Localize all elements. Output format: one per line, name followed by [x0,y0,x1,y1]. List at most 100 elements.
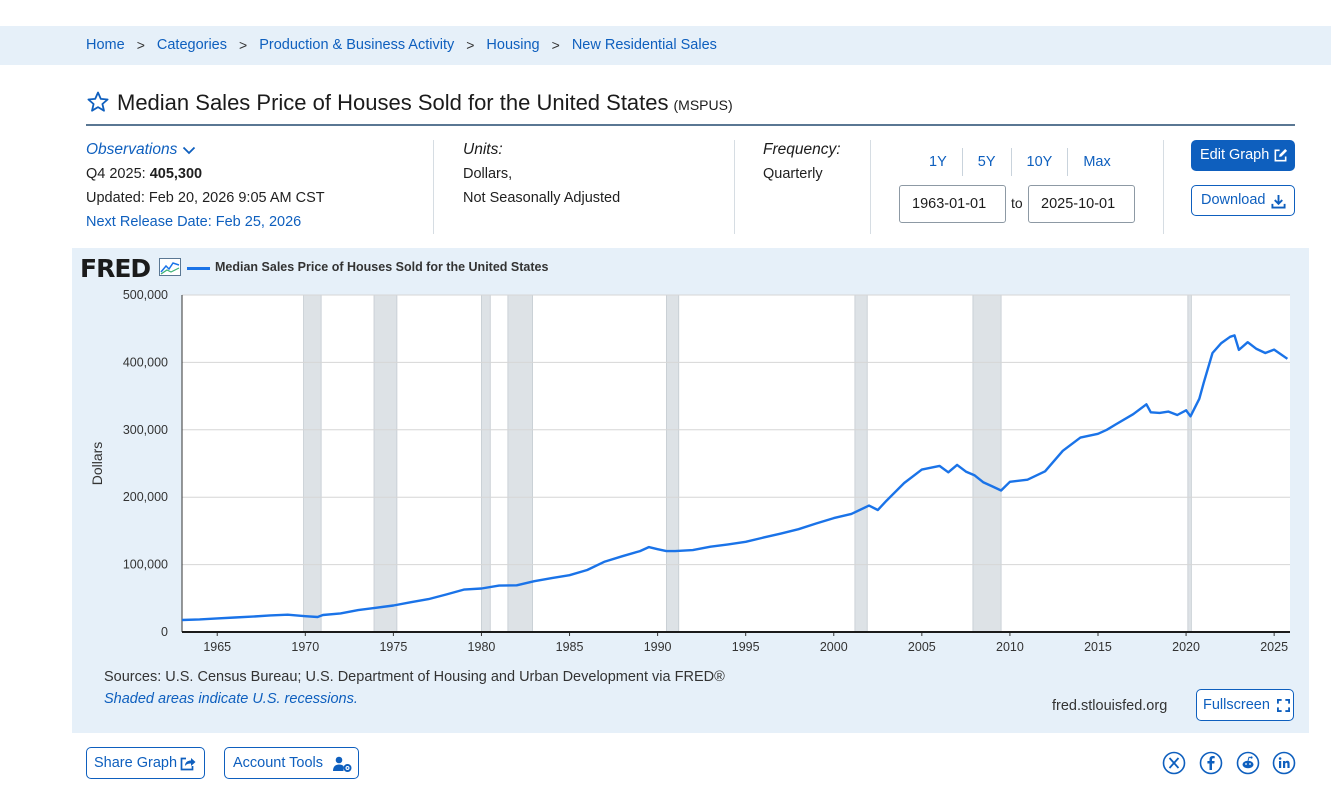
y-tick-label: 0 [161,625,168,639]
meta-divider [734,140,735,234]
units-line-1: Dollars, [463,166,513,182]
units-label: Units: [463,141,503,158]
x-tick-label: 1995 [732,640,760,654]
frequency-panel: Frequency: Quarterly [763,138,841,186]
series-id: (MSPUS) [673,97,733,113]
recession-band [1187,294,1192,633]
x-tick-label: 1990 [644,640,672,654]
download-label: Download [1201,192,1266,208]
x-tick-label: 1965 [203,640,231,654]
meta-divider [870,140,871,234]
share-graph-button[interactable]: Share Graph [86,747,205,779]
edit-graph-button[interactable]: Edit Graph [1191,140,1295,171]
reddit-icon[interactable] [1236,751,1260,775]
graph-panel: FRED Median Sales Price of Houses Sold f… [72,248,1309,733]
x-tick-label: 2000 [820,640,848,654]
legend-label: Median Sales Price of Houses Sold for th… [215,260,549,274]
chevron-down-icon [183,146,196,155]
facebook-icon[interactable] [1199,751,1223,775]
breadcrumb-new-residential-sales[interactable]: New Residential Sales [571,37,717,53]
recession-band [373,294,398,633]
y-tick-label: 300,000 [123,423,168,437]
breadcrumb-categories[interactable]: Categories [156,37,227,53]
range-max-button[interactable]: Max [1083,154,1111,170]
recession-note-link[interactable]: Shaded areas indicate U.S. recessions. [104,691,358,707]
page-title: Median Sales Price of Houses Sold for th… [117,90,669,115]
meta-divider [1163,140,1164,234]
breadcrumb-separator: > [551,37,560,53]
recession-band [972,294,1002,633]
fullscreen-button[interactable]: Fullscreen [1196,689,1294,721]
edit-graph-label: Edit Graph [1200,147,1270,163]
y-tick-label: 400,000 [123,355,168,369]
download-button[interactable]: Download [1191,185,1295,216]
x-tick-label: 2005 [908,640,936,654]
y-tick-label: 500,000 [123,288,168,302]
account-tools-button[interactable]: Account Tools [224,747,359,779]
x-tick-label: 1980 [468,640,496,654]
latest-observation: Q4 2025: 405,300 [86,162,325,186]
sources-text: Sources: U.S. Census Bureau; U.S. Depart… [104,669,725,685]
edit-icon [1274,148,1288,162]
start-date-input[interactable]: 1963-01-01 [899,185,1006,223]
breadcrumb-housing[interactable]: Housing [486,37,540,53]
share-icon [180,757,196,771]
recession-band [854,294,868,633]
download-icon [1271,194,1286,209]
next-release-link[interactable]: Next Release Date: Feb 25, 2026 [86,214,302,230]
observations-label: Observations [86,141,178,158]
meta-divider [433,140,434,234]
x-tick-label: 2025 [1260,640,1288,654]
x-tick-label: 1975 [379,640,407,654]
observation-period: Q4 2025: [86,166,146,182]
range-buttons: 1Y 5Y 10Y Max [914,148,1126,176]
breadcrumb-separator: > [239,37,248,53]
observations-panel: Observations Q4 2025: 405,300 Updated: F… [86,138,325,234]
observation-value: 405,300 [149,166,203,182]
series-line [181,334,1289,622]
fred-logo: FRED [80,254,151,283]
y-axis-title: Dollars [89,442,105,486]
frequency-value: Quarterly [763,166,823,182]
breadcrumb-separator: > [136,37,145,53]
title-row: Median Sales Price of Houses Sold for th… [86,86,733,116]
x-tick-label: 2020 [1172,640,1200,654]
line-chart[interactable]: 0 100,000 200,000 300,000 400,000 500,000 1965… [72,248,1309,658]
breadcrumb-production[interactable]: Production & Business Activity [259,37,455,53]
range-5y-button[interactable]: 5Y [963,148,1012,176]
legend-swatch [187,267,210,270]
x-icon[interactable] [1162,751,1186,775]
y-tick-label: 100,000 [123,558,168,572]
recession-band [666,294,680,633]
units-panel: Units: Dollars, Not Seasonally Adjusted [463,138,620,210]
x-tick-label: 1985 [556,640,584,654]
end-date-input[interactable]: 2025-10-01 [1028,185,1135,223]
range-1y-button[interactable]: 1Y [914,148,963,176]
fred-site-url: fred.stlouisfed.org [1052,698,1168,714]
fullscreen-icon [1277,699,1290,712]
fred-chart-icon [159,258,181,276]
range-10y-button[interactable]: 10Y [1012,148,1069,176]
title-divider [86,124,1295,126]
account-tools-label: Account Tools [233,755,324,771]
x-tick-label: 2010 [996,640,1024,654]
user-gear-icon [333,756,352,772]
updated-timestamp: Updated: Feb 20, 2026 9:05 AM CST [86,190,325,206]
date-range-to-label: to [1011,195,1023,211]
frequency-label: Frequency: [763,141,841,158]
recession-band [303,294,322,633]
observations-toggle[interactable]: Observations [86,138,325,162]
units-line-2: Not Seasonally Adjusted [463,190,621,206]
y-tick-label: 200,000 [123,490,168,504]
share-graph-label: Share Graph [94,755,178,771]
breadcrumb: Home > Categories > Production & Busines… [86,37,717,53]
star-icon[interactable] [86,90,110,114]
recession-band [481,294,491,633]
breadcrumb-separator: > [466,37,475,53]
breadcrumb-home[interactable]: Home [86,37,125,53]
fullscreen-label: Fullscreen [1203,697,1270,713]
x-tick-label: 1970 [291,640,319,654]
x-tick-label: 2015 [1084,640,1112,654]
plot-area [182,295,1290,632]
linkedin-icon[interactable] [1272,751,1296,775]
